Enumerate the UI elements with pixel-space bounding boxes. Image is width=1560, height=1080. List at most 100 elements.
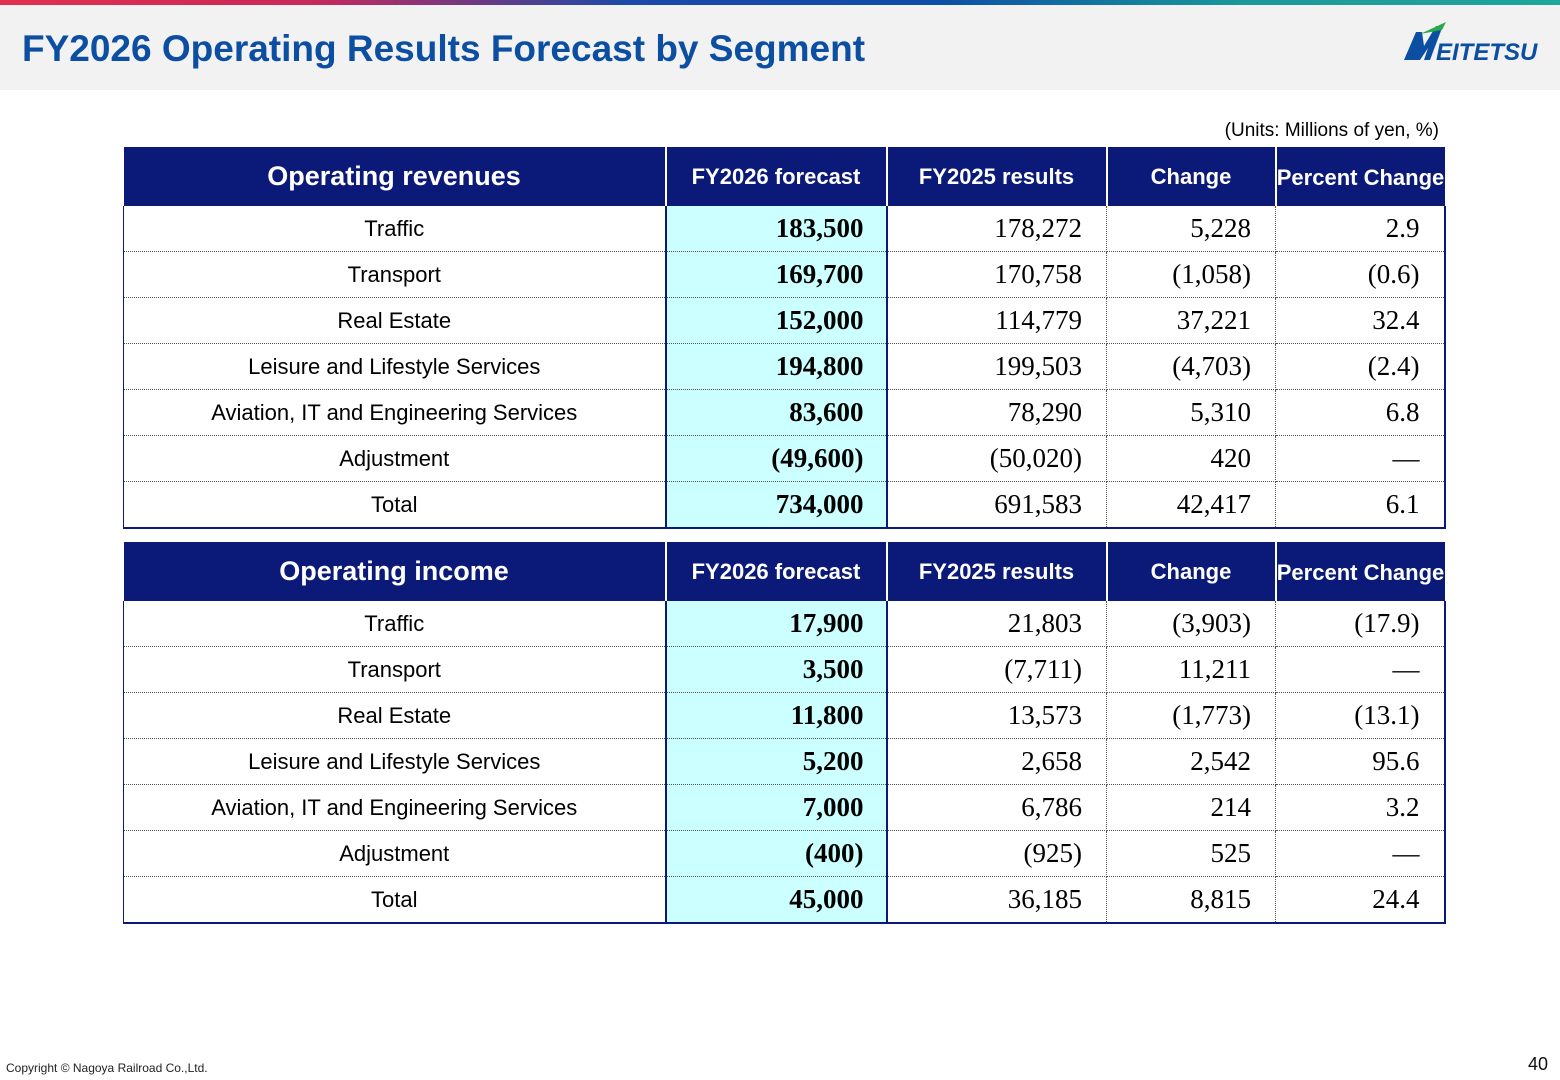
column-header-percent-change: Percent Change xyxy=(1274,147,1445,206)
section-header: Operating revenues xyxy=(123,147,666,206)
results-value: (7,711) xyxy=(886,646,1107,693)
segment-label: Leisure and Lifestyle Services xyxy=(123,343,666,390)
change-value: 11,211 xyxy=(1106,646,1276,693)
table-header-row: Operating income FY2026 forecast FY2025 … xyxy=(123,542,1445,601)
forecast-value: 169,700 xyxy=(664,251,888,298)
operating-revenues-table: Operating revenues FY2026 forecast FY202… xyxy=(123,147,1446,529)
table-row: Aviation, IT and Engineering Services 83… xyxy=(123,389,1446,436)
table-row: Transport 3,500 (7,711) 11,211 — xyxy=(123,646,1446,693)
percent-change-value: 2.9 xyxy=(1275,206,1446,252)
table-row: Real Estate 11,800 13,573 (1,773) (13.1) xyxy=(123,692,1446,739)
operating-income-table: Operating income FY2026 forecast FY2025 … xyxy=(123,542,1446,924)
segment-label: Leisure and Lifestyle Services xyxy=(123,738,666,785)
table-row: Leisure and Lifestyle Services 5,200 2,6… xyxy=(123,738,1446,785)
change-value: (4,703) xyxy=(1106,343,1276,390)
segment-label: Aviation, IT and Engineering Services xyxy=(123,784,666,831)
table-row: Aviation, IT and Engineering Services 7,… xyxy=(123,784,1446,831)
segment-label: Traffic xyxy=(123,206,666,252)
table-row-total: Total 45,000 36,185 8,815 24.4 xyxy=(123,876,1446,924)
percent-change-value: 32.4 xyxy=(1275,297,1446,344)
segment-label: Real Estate xyxy=(123,692,666,739)
results-value: (50,020) xyxy=(886,435,1107,482)
top-accent-stripe xyxy=(0,0,1560,5)
table-row: Adjustment (49,600) (50,020) 420 — xyxy=(123,435,1446,482)
column-header-forecast: FY2026 forecast xyxy=(664,147,887,206)
forecast-value: 183,500 xyxy=(664,206,888,252)
change-value: 525 xyxy=(1106,830,1276,877)
results-value: 114,779 xyxy=(886,297,1107,344)
percent-change-value: 24.4 xyxy=(1275,876,1446,924)
page-number: 40 xyxy=(1527,1054,1548,1074)
percent-change-value: (2.4) xyxy=(1275,343,1446,390)
results-value: 13,573 xyxy=(886,692,1107,739)
forecast-value: 83,600 xyxy=(664,389,888,436)
change-value: 420 xyxy=(1106,435,1276,482)
percent-change-value: — xyxy=(1275,435,1446,482)
segment-label: Real Estate xyxy=(123,297,666,344)
change-value: (3,903) xyxy=(1106,601,1276,647)
forecast-value: 152,000 xyxy=(664,297,888,344)
table-header-row: Operating revenues FY2026 forecast FY202… xyxy=(123,147,1445,206)
results-value: 691,583 xyxy=(886,481,1107,529)
percent-change-value: 95.6 xyxy=(1275,738,1446,785)
results-value: 6,786 xyxy=(886,784,1107,831)
forecast-value: 45,000 xyxy=(664,876,888,924)
forecast-value: 17,900 xyxy=(664,601,888,647)
percent-change-value: 6.1 xyxy=(1275,481,1446,529)
results-value: 2,658 xyxy=(886,738,1107,785)
segment-label: Transport xyxy=(123,251,666,298)
percent-change-value: 3.2 xyxy=(1275,784,1446,831)
table-row: Traffic 17,900 21,803 (3,903) (17.9) xyxy=(123,601,1446,647)
header-band xyxy=(0,5,1560,90)
segment-label: Adjustment xyxy=(123,830,666,877)
table-row: Adjustment (400) (925) 525 — xyxy=(123,830,1446,877)
units-note: (Units: Millions of yen, %) xyxy=(1224,120,1439,141)
forecast-value: 7,000 xyxy=(664,784,888,831)
table-row-total: Total 734,000 691,583 42,417 6.1 xyxy=(123,481,1446,529)
change-value: 214 xyxy=(1106,784,1276,831)
column-header-results: FY2025 results xyxy=(885,542,1107,601)
change-value: 42,417 xyxy=(1106,481,1276,529)
percent-change-value: (13.1) xyxy=(1275,692,1446,739)
table-row: Leisure and Lifestyle Services 194,800 1… xyxy=(123,343,1446,390)
change-value: 5,310 xyxy=(1106,389,1276,436)
forecast-value: 5,200 xyxy=(664,738,888,785)
results-value: 36,185 xyxy=(886,876,1107,924)
forecast-value: 3,500 xyxy=(664,646,888,693)
change-value: 8,815 xyxy=(1106,876,1276,924)
page-title: FY2026 Operating Results Forecast by Seg… xyxy=(22,28,866,69)
segment-label: Total xyxy=(123,876,666,924)
results-value: 178,272 xyxy=(886,206,1107,252)
percent-change-value: — xyxy=(1275,646,1446,693)
change-value: 2,542 xyxy=(1106,738,1276,785)
percent-change-value: (17.9) xyxy=(1275,601,1446,647)
forecast-value: (49,600) xyxy=(664,435,888,482)
segment-label: Aviation, IT and Engineering Services xyxy=(123,389,666,436)
results-value: 78,290 xyxy=(886,389,1107,436)
forecast-value: 194,800 xyxy=(664,343,888,390)
svg-text:EITETSU: EITETSU xyxy=(1436,39,1538,66)
column-header-forecast: FY2026 forecast xyxy=(664,542,887,601)
segment-label: Adjustment xyxy=(123,435,666,482)
column-header-change: Change xyxy=(1105,542,1276,601)
column-header-change: Change xyxy=(1105,147,1276,206)
table-row: Transport 169,700 170,758 (1,058) (0.6) xyxy=(123,251,1446,298)
forecast-value: (400) xyxy=(664,830,888,877)
meitetsu-logo: EITETSU xyxy=(1404,22,1538,66)
change-value: (1,058) xyxy=(1106,251,1276,298)
table-row: Traffic 183,500 178,272 5,228 2.9 xyxy=(123,206,1446,252)
copyright-notice: Copyright © Nagoya Railroad Co.,Ltd. xyxy=(6,1061,208,1075)
forecast-value: 734,000 xyxy=(664,481,888,529)
section-header: Operating income xyxy=(123,542,666,601)
percent-change-value: — xyxy=(1275,830,1446,877)
results-value: (925) xyxy=(886,830,1107,877)
change-value: 37,221 xyxy=(1106,297,1276,344)
results-value: 199,503 xyxy=(886,343,1107,390)
change-value: (1,773) xyxy=(1106,692,1276,739)
results-value: 170,758 xyxy=(886,251,1107,298)
forecast-value: 11,800 xyxy=(664,692,888,739)
segment-label: Total xyxy=(123,481,666,529)
column-header-percent-change: Percent Change xyxy=(1274,542,1445,601)
segment-label: Transport xyxy=(123,646,666,693)
column-header-results: FY2025 results xyxy=(885,147,1107,206)
